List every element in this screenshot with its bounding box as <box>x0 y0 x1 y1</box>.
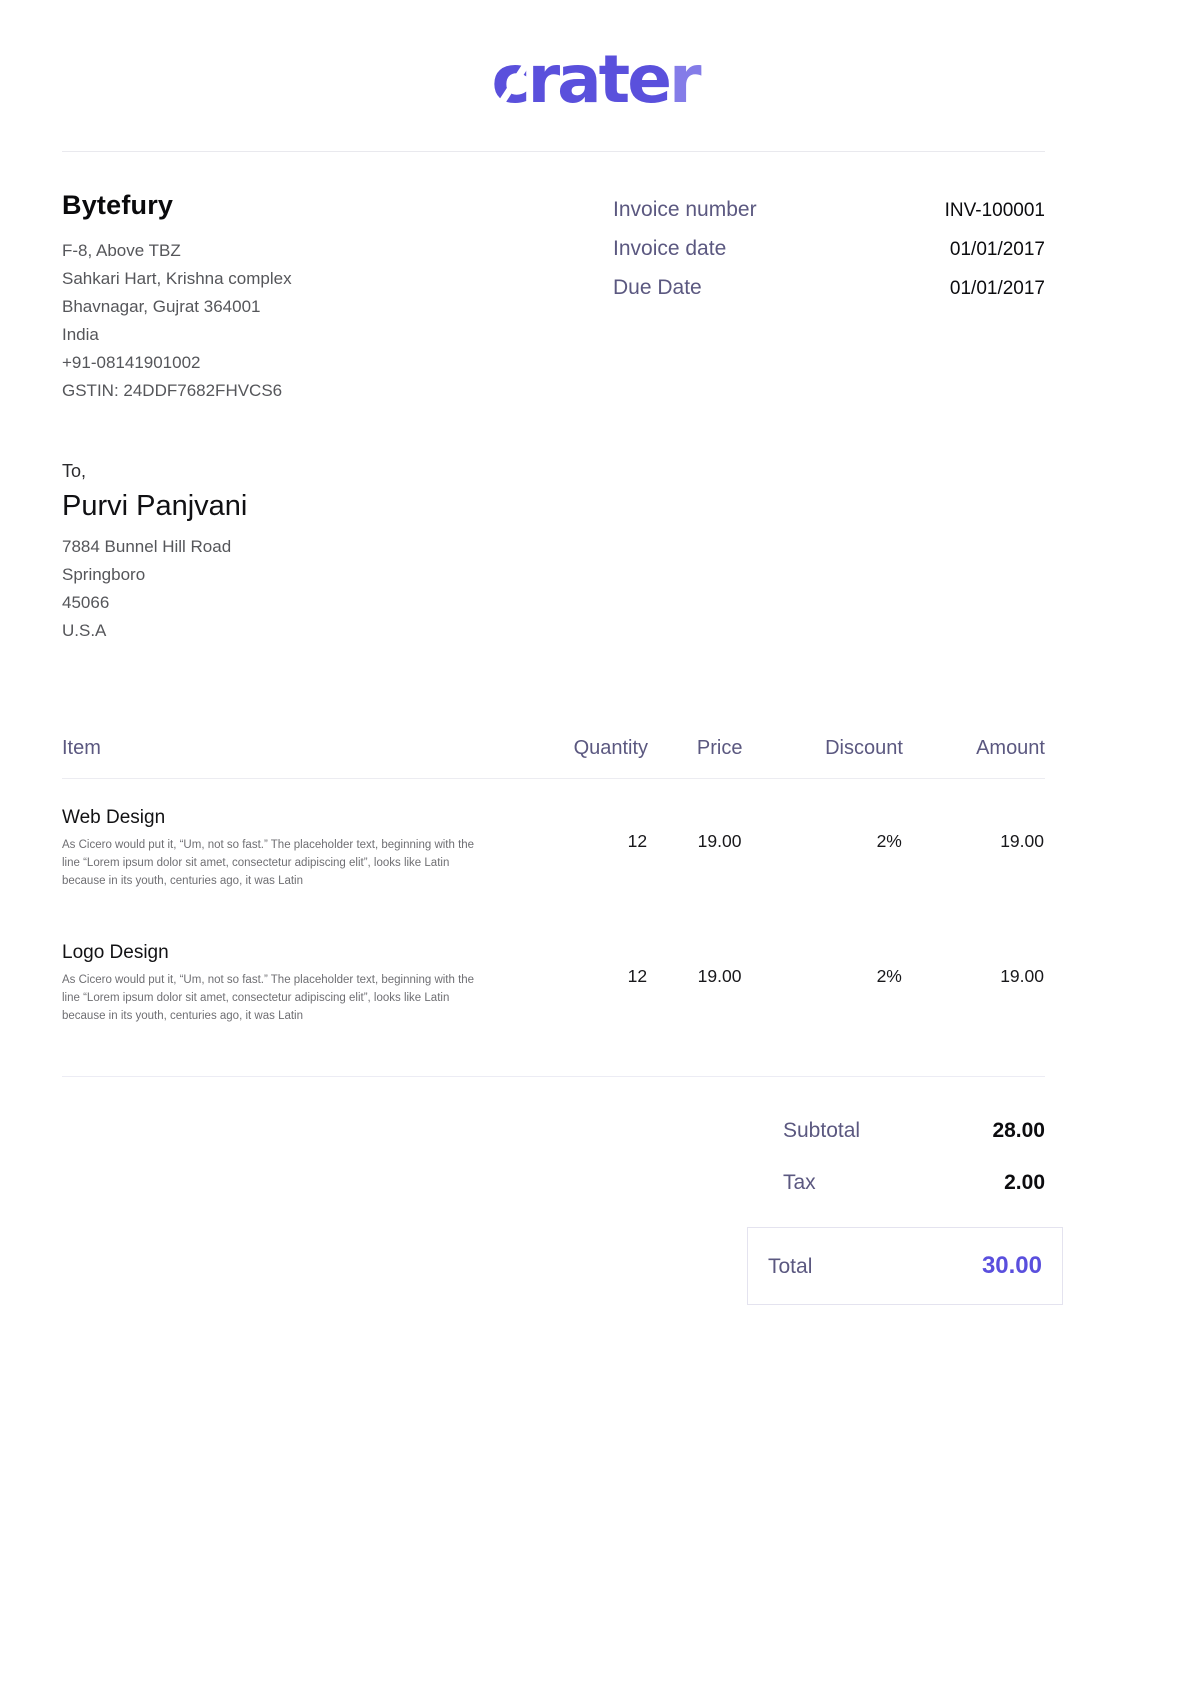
company-address-line: Bhavnagar, Gujrat 364001 <box>62 296 261 316</box>
company-address-line: F-8, Above TBZ <box>62 240 181 260</box>
item-description: As Cicero would put it, “Um, not so fast… <box>62 838 475 887</box>
grand-total-value: 30.00 <box>981 1251 1042 1279</box>
subtotal-value: 28.00 <box>992 1118 1045 1142</box>
column-header-item: Item <box>62 736 495 779</box>
item-cell: Logo Design As Cicero would put it, “Um,… <box>62 914 495 1049</box>
invoice-date-row: Invoice date 01/01/2017 <box>613 237 1045 261</box>
item-quantity: 12 <box>627 830 648 851</box>
header: c rater <box>0 41 1190 118</box>
due-date-value: 01/01/2017 <box>949 277 1045 299</box>
grand-total-box: Total 30.00 <box>747 1226 1063 1305</box>
tax-row: Tax 2.00 <box>765 1171 1063 1195</box>
crater-logo-c: c <box>491 43 538 117</box>
item-discount: 2% <box>876 966 902 987</box>
customer-address-line: U.S.A <box>62 620 107 640</box>
header-divider <box>62 150 1045 152</box>
totals-section: Subtotal 28.00 Tax 2.00 Total 30.00 <box>62 1119 1063 1305</box>
column-header-price: Price <box>648 736 743 779</box>
item-amount: 19.00 <box>1000 830 1044 851</box>
invoice-date-value: 01/01/2017 <box>949 238 1045 260</box>
tax-label: Tax <box>783 1170 816 1194</box>
items-table-header-row: Item Quantity Price Discount Amount <box>62 736 1045 779</box>
items-table: Item Quantity Price Discount Amount Web … <box>62 736 1045 1050</box>
table-row: Web Design As Cicero would put it, “Um, … <box>62 778 1045 914</box>
item-cell: Web Design As Cicero would put it, “Um, … <box>62 778 495 914</box>
column-header-discount: Discount <box>742 736 903 779</box>
item-price: 19.00 <box>697 966 742 987</box>
invoice-date-label: Invoice date <box>613 236 727 260</box>
company-name: Bytefury <box>62 189 174 220</box>
column-header-quantity: Quantity <box>494 736 649 779</box>
customer-address-line: Springboro <box>62 564 146 584</box>
customer-address-line: 45066 <box>62 592 110 612</box>
company-block: Bytefury F-8, Above TBZ Sahkari Hart, Kr… <box>62 190 292 405</box>
invoice-number-label: Invoice number <box>613 197 757 221</box>
table-row: Logo Design As Cicero would put it, “Um,… <box>62 914 1045 1049</box>
table-bottom-divider <box>62 1075 1045 1077</box>
item-amount: 19.00 <box>1000 966 1044 987</box>
bill-to-block: To, Purvi Panjvani 7884 Bunnel Hill Road… <box>62 461 1045 645</box>
item-name: Web Design <box>62 806 166 828</box>
tax-value: 2.00 <box>1004 1170 1045 1194</box>
invoice-meta: Invoice number INV-100001 Invoice date 0… <box>613 190 1045 405</box>
column-header-amount: Amount <box>902 736 1045 779</box>
item-quantity: 12 <box>627 966 648 987</box>
info-row: Bytefury F-8, Above TBZ Sahkari Hart, Kr… <box>62 190 1045 405</box>
customer-name: Purvi Panjvani <box>62 489 248 522</box>
company-phone: +91-08141901002 <box>62 352 201 372</box>
grand-total-label: Total <box>768 1254 813 1278</box>
invoice-number-row: Invoice number INV-100001 <box>613 198 1045 222</box>
item-description: As Cicero would put it, “Um, not so fast… <box>62 974 475 1023</box>
item-price: 19.00 <box>697 830 742 851</box>
customer-address-line: 7884 Bunnel Hill Road <box>62 536 232 556</box>
company-gstin: GSTIN: 24DDF7682FHVCS6 <box>62 380 283 400</box>
item-discount: 2% <box>876 830 902 851</box>
items-table-section: Item Quantity Price Discount Amount Web … <box>62 736 1045 1077</box>
subtotal-label: Subtotal <box>783 1118 861 1142</box>
due-date-label: Due Date <box>613 275 702 299</box>
invoice-number-value: INV-100001 <box>944 199 1045 221</box>
crater-logo: c rater <box>491 41 701 118</box>
subtotal-row: Subtotal 28.00 <box>765 1119 1063 1143</box>
bill-to-prefix: To, <box>62 460 87 481</box>
due-date-row: Due Date 01/01/2017 <box>613 276 1045 300</box>
company-address-line: Sahkari Hart, Krishna complex <box>62 268 292 288</box>
company-address-line: India <box>62 324 99 344</box>
item-name: Logo Design <box>62 942 169 964</box>
